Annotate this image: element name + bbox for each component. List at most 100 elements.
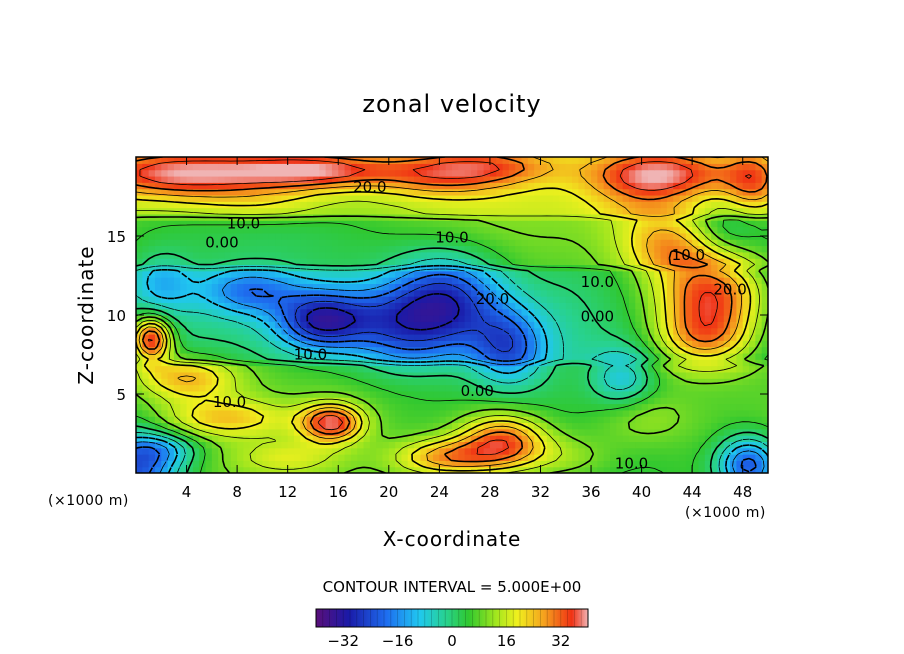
field-cell [243, 327, 251, 335]
field-cell [205, 163, 213, 171]
field-cell [572, 220, 579, 228]
field-cell [610, 182, 617, 190]
field-cell [262, 416, 270, 424]
field-cell [426, 315, 434, 322]
field-cell [572, 315, 579, 322]
field-cell [363, 315, 371, 322]
field-cell [256, 188, 263, 196]
field-cell [502, 352, 510, 360]
field-cell [502, 327, 510, 335]
field-cell [148, 359, 156, 367]
field-cell [218, 220, 226, 228]
field-cell [426, 409, 434, 417]
field-cell [616, 232, 624, 240]
field-cell [199, 163, 207, 171]
field-cell [534, 296, 542, 303]
field-cell [502, 403, 510, 411]
field-cell [578, 428, 586, 436]
field-cell [420, 232, 428, 240]
field-cell [363, 283, 371, 291]
field-cell [331, 460, 339, 468]
field-cell [742, 403, 750, 411]
field-cell [300, 169, 308, 177]
field-cell [331, 283, 339, 291]
field-cell [692, 194, 700, 202]
field-cell [540, 302, 548, 310]
field-cell [148, 296, 156, 303]
field-cell [647, 163, 655, 171]
field-cell [167, 460, 175, 468]
field-cell [559, 163, 567, 171]
field-cell [186, 289, 194, 297]
field-cell [553, 416, 561, 424]
field-cell [521, 175, 529, 183]
field-cell [205, 359, 213, 367]
field-cell [515, 409, 523, 417]
field-cell [591, 239, 598, 247]
field-cell [483, 340, 491, 348]
field-cell [673, 239, 681, 247]
field-cell [730, 245, 737, 253]
field-cell [186, 403, 194, 411]
field-cell [610, 245, 617, 253]
field-cell [483, 435, 491, 442]
field-cell [521, 245, 529, 253]
field-cell [148, 397, 156, 405]
field-cell [685, 346, 693, 354]
field-cell [331, 340, 339, 348]
field-cell [268, 302, 276, 310]
field-cell [136, 201, 143, 209]
field-cell [268, 245, 276, 253]
field-cell [755, 270, 763, 278]
field-cell [243, 270, 251, 278]
field-cell [534, 441, 542, 449]
field-cell [546, 188, 554, 196]
field-cell [496, 447, 504, 455]
field-cell [192, 207, 200, 215]
field-cell [546, 333, 554, 341]
field-cell [730, 226, 737, 234]
field-cell [407, 163, 415, 171]
field-cell [647, 359, 655, 367]
field-cell [717, 283, 725, 291]
field-cell [243, 194, 251, 202]
field-cell [458, 378, 466, 386]
field-cell [224, 207, 232, 215]
field-cell [521, 264, 529, 272]
field-cell [597, 466, 605, 473]
field-cell [730, 308, 737, 316]
field-cell [641, 327, 649, 335]
field-cell [338, 296, 346, 303]
field-cell [275, 409, 282, 417]
field-cell [218, 188, 226, 196]
field-cell [331, 384, 339, 392]
field-cell [597, 428, 605, 436]
field-cell [319, 403, 327, 411]
field-cell [224, 422, 232, 430]
field-cell [363, 397, 371, 405]
field-cell [325, 239, 333, 247]
field-cell [262, 232, 270, 240]
field-cell [199, 409, 207, 417]
field-cell [666, 308, 674, 316]
field-cell [628, 258, 636, 266]
field-cell [211, 270, 219, 278]
field-cell [154, 302, 162, 310]
field-cell [300, 188, 308, 196]
field-cell [350, 251, 358, 259]
field-cell [357, 346, 365, 354]
field-cell [641, 403, 649, 411]
field-cell [211, 378, 219, 386]
field-cell [736, 194, 744, 202]
field-cell [616, 454, 624, 461]
field-cell [331, 239, 339, 247]
field-cell [363, 460, 371, 468]
field-cell [679, 365, 687, 373]
field-cell [483, 454, 491, 461]
field-cell [344, 466, 352, 473]
field-cell [205, 283, 213, 291]
field-cell [730, 270, 737, 278]
field-cell [477, 169, 485, 177]
field-cell [736, 327, 744, 335]
field-cell [515, 207, 523, 215]
